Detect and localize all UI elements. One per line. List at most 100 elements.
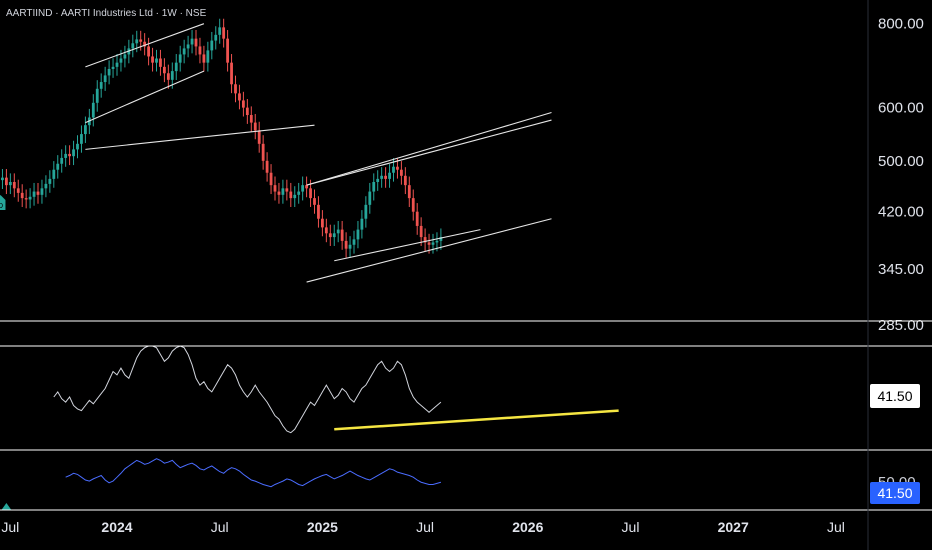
time-tick-label: Jul (1, 519, 19, 535)
price-tick-label: 800.00 (878, 16, 924, 33)
candle-body (348, 244, 352, 249)
candle-body (242, 100, 245, 108)
candle-body (234, 84, 237, 94)
price-tick-label: 285.00 (878, 317, 924, 334)
candle-body (194, 38, 198, 47)
candle-body (218, 27, 222, 35)
candle-body (277, 191, 281, 195)
candle-body (293, 194, 297, 199)
candle-body (214, 34, 218, 41)
candle-body (28, 196, 32, 200)
candle-body (392, 166, 395, 173)
candle-body (170, 71, 174, 80)
candle-body (411, 198, 415, 212)
candle-body (155, 58, 158, 63)
candle-body (380, 175, 384, 179)
event-badge-label: D (0, 203, 3, 210)
candle-body (107, 68, 111, 76)
candle-body (174, 62, 178, 72)
candle-body (230, 62, 233, 85)
candle-body (44, 183, 48, 189)
candle-body (301, 185, 305, 192)
symbol-title: AARTIIND · AARTI Industries Ltd · 1W · N… (6, 8, 207, 19)
candle-body (48, 178, 52, 184)
price-tick-label: 345.00 (878, 261, 924, 278)
time-tick-label: Jul (416, 519, 434, 535)
candle-body (285, 188, 289, 192)
candle-body (115, 62, 119, 67)
candle-body (336, 229, 340, 234)
candle-body (238, 93, 241, 101)
candle-body (249, 115, 253, 123)
price-candles (1, 18, 443, 258)
channel-lines (85, 23, 552, 283)
time-axis[interactable]: Jul 2024 Jul 2025 Jul 2026 Jul 2027 Jul (1, 519, 844, 535)
candle-body (178, 54, 182, 63)
candle-body (423, 237, 427, 243)
candle-body (56, 163, 60, 170)
candle-body (95, 88, 99, 103)
candle-body (297, 191, 301, 195)
candle-body (340, 229, 344, 241)
candle-body (99, 82, 103, 89)
candle-body (52, 169, 56, 179)
candle-body (317, 204, 320, 219)
candle-body (245, 107, 249, 116)
event-marker[interactable]: D (0, 194, 6, 210)
time-tick-label: 2024 (101, 519, 132, 535)
candle-body (40, 188, 44, 195)
candle-body (198, 46, 202, 55)
candle-body (309, 188, 312, 199)
channel-line (85, 23, 205, 68)
candle-body (1, 177, 4, 181)
candle-body (305, 185, 308, 189)
channel-line (334, 229, 481, 262)
channel-line (85, 124, 315, 150)
time-tick-label: Jul (622, 519, 640, 535)
candle-body (36, 191, 40, 195)
candle-body (419, 225, 423, 238)
candle-body (396, 166, 399, 170)
candle-body (324, 227, 328, 234)
candle-body (143, 41, 147, 47)
candle-body (139, 39, 143, 42)
candle-body (352, 239, 356, 245)
rsi-pane: 41.50 (53, 345, 920, 434)
candle-body (182, 48, 186, 55)
candle-body (313, 198, 316, 205)
candle-body (344, 240, 348, 249)
candle-body (202, 54, 206, 63)
candle-body (360, 218, 364, 230)
stoch-event-marker (1, 503, 12, 510)
price-tick-label: 500.00 (878, 153, 924, 170)
candle-body (76, 143, 79, 150)
candle-body (372, 181, 376, 192)
candle-body (431, 242, 435, 245)
time-tick-label: 2025 (307, 519, 338, 535)
candle-body (119, 58, 123, 63)
candle-body (32, 191, 36, 197)
candle-body (91, 102, 95, 118)
price-axis[interactable]: 800.00 600.00 500.00 420.00 345.00 285.00 (878, 16, 924, 334)
rsi-value-label: 41.50 (877, 388, 912, 404)
rsi-trendline (334, 409, 619, 431)
candle-body (5, 177, 8, 186)
candle-body (261, 143, 265, 161)
candle-body (84, 125, 87, 135)
candle-body (376, 178, 380, 182)
candle-body (269, 172, 273, 186)
candle-body (80, 134, 83, 144)
candle-body (332, 233, 336, 238)
time-tick-label: 2026 (512, 519, 543, 535)
stoch-pane: 50.0041.50 (1, 458, 920, 510)
channel-line (306, 112, 552, 186)
candle-body (72, 149, 75, 157)
candle-body (24, 198, 28, 200)
candle-body (435, 240, 439, 243)
candle-body (388, 172, 391, 179)
candle-body (20, 192, 24, 199)
candle-body (135, 39, 139, 44)
time-tick-label: Jul (211, 519, 229, 535)
channel-line (306, 218, 552, 283)
